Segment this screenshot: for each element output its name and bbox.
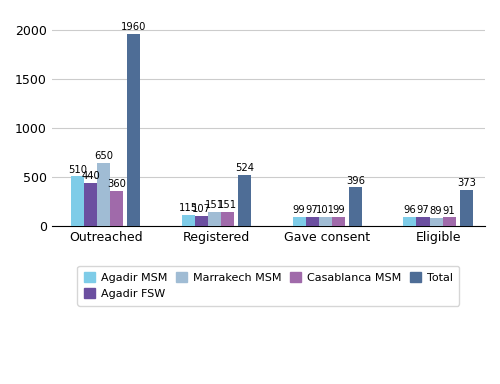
Bar	[404, 217, 416, 227]
Bar	[71, 176, 84, 227]
Text: 99: 99	[292, 205, 306, 215]
Text: 373: 373	[457, 178, 475, 188]
Bar	[306, 217, 318, 227]
Bar	[84, 183, 97, 227]
Text: 1960: 1960	[121, 22, 146, 32]
Text: 91: 91	[443, 206, 456, 216]
Bar	[195, 216, 208, 227]
Bar	[127, 34, 140, 227]
Bar	[221, 212, 234, 227]
Text: 97: 97	[416, 205, 430, 215]
Text: 396: 396	[346, 176, 365, 186]
Bar	[97, 162, 110, 227]
Text: 151: 151	[205, 200, 224, 210]
Text: 510: 510	[68, 164, 87, 174]
Bar	[460, 190, 473, 227]
Bar	[292, 217, 306, 227]
Bar	[332, 217, 345, 227]
Bar	[318, 217, 332, 227]
Text: 440: 440	[81, 171, 100, 181]
Text: 107: 107	[192, 204, 211, 214]
Text: 101: 101	[316, 205, 335, 215]
Text: 96: 96	[404, 205, 416, 215]
Bar	[416, 217, 430, 227]
Text: 360: 360	[108, 179, 126, 189]
Bar	[208, 212, 221, 227]
Bar	[238, 175, 251, 227]
Text: 115: 115	[178, 204, 198, 214]
Text: 524: 524	[235, 163, 254, 173]
Legend: Agadir MSM, Agadir FSW, Marrakech MSM, Casablanca MSM, Total: Agadir MSM, Agadir FSW, Marrakech MSM, C…	[78, 266, 460, 306]
Bar	[430, 218, 442, 227]
Text: 89: 89	[430, 206, 442, 216]
Bar	[110, 191, 124, 227]
Text: 650: 650	[94, 151, 113, 161]
Text: 151: 151	[218, 200, 237, 210]
Text: 97: 97	[306, 205, 318, 215]
Bar	[349, 187, 362, 227]
Bar	[442, 217, 456, 227]
Text: 99: 99	[332, 205, 345, 215]
Bar	[182, 215, 195, 227]
